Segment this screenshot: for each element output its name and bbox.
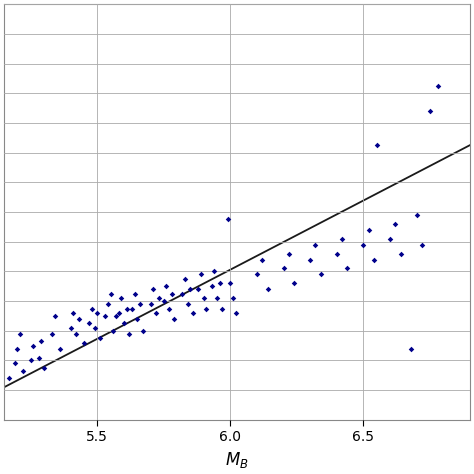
Point [30, 342, 37, 349]
Point [85, 319, 93, 327]
Point [291, 280, 298, 287]
Point [168, 290, 175, 298]
Point [70, 309, 77, 317]
Point [88, 305, 96, 312]
Point [75, 315, 82, 323]
Point [109, 327, 117, 335]
Point [264, 285, 272, 293]
Point [171, 315, 178, 323]
Point [19, 367, 27, 374]
Point [163, 283, 170, 290]
Point [373, 141, 381, 149]
Point [56, 345, 64, 352]
Point [118, 294, 125, 302]
Point [112, 312, 120, 320]
Point [160, 297, 168, 305]
Point [123, 305, 130, 312]
Point [48, 330, 56, 337]
Point [133, 315, 141, 323]
Point [418, 241, 426, 248]
Point [51, 312, 58, 320]
Point [93, 309, 101, 317]
Point [104, 300, 112, 308]
Point [165, 305, 173, 312]
Point [224, 216, 231, 223]
Point [16, 330, 24, 337]
Point [189, 309, 197, 317]
Point [27, 356, 35, 364]
Point [187, 285, 194, 293]
Point [386, 235, 394, 243]
Point [392, 220, 399, 228]
Point [155, 294, 162, 302]
Point [344, 264, 351, 272]
Point [229, 294, 237, 302]
Point [312, 241, 319, 248]
Point [306, 256, 314, 264]
Point [197, 271, 205, 278]
Point [35, 354, 43, 361]
Point [370, 256, 378, 264]
Point [14, 345, 21, 352]
Point [216, 280, 224, 287]
Point [72, 330, 80, 337]
Point [210, 268, 218, 275]
Point [11, 360, 18, 367]
Point [333, 250, 341, 257]
Point [258, 256, 266, 264]
Point [128, 305, 136, 312]
Point [115, 309, 122, 317]
Point [285, 250, 292, 257]
Point [219, 305, 226, 312]
Point [139, 327, 146, 335]
Point [107, 290, 114, 298]
Point [67, 324, 74, 332]
Point [101, 312, 109, 320]
Point [147, 300, 155, 308]
Point [96, 335, 104, 342]
Point [80, 339, 88, 346]
Point [40, 364, 48, 372]
Point [202, 305, 210, 312]
Point [179, 290, 186, 298]
Point [280, 264, 287, 272]
Point [182, 275, 189, 283]
Point [365, 226, 373, 234]
Point [195, 285, 202, 293]
Point [208, 283, 216, 290]
Point [397, 250, 404, 257]
Point [408, 345, 415, 352]
Point [413, 211, 420, 219]
Point [149, 285, 157, 293]
Point [253, 271, 261, 278]
Point [426, 107, 434, 115]
Point [136, 300, 144, 308]
Point [120, 319, 128, 327]
Point [434, 82, 442, 90]
Point [184, 300, 191, 308]
Point [360, 241, 367, 248]
Point [6, 374, 13, 382]
Point [152, 309, 160, 317]
Point [91, 324, 99, 332]
Point [126, 330, 133, 337]
Point [317, 271, 325, 278]
Point [131, 290, 138, 298]
Point [227, 280, 234, 287]
Point [338, 235, 346, 243]
Point [232, 309, 239, 317]
X-axis label: $M_B$: $M_B$ [225, 450, 249, 470]
Point [213, 294, 221, 302]
Point [200, 294, 208, 302]
Point [37, 337, 45, 345]
